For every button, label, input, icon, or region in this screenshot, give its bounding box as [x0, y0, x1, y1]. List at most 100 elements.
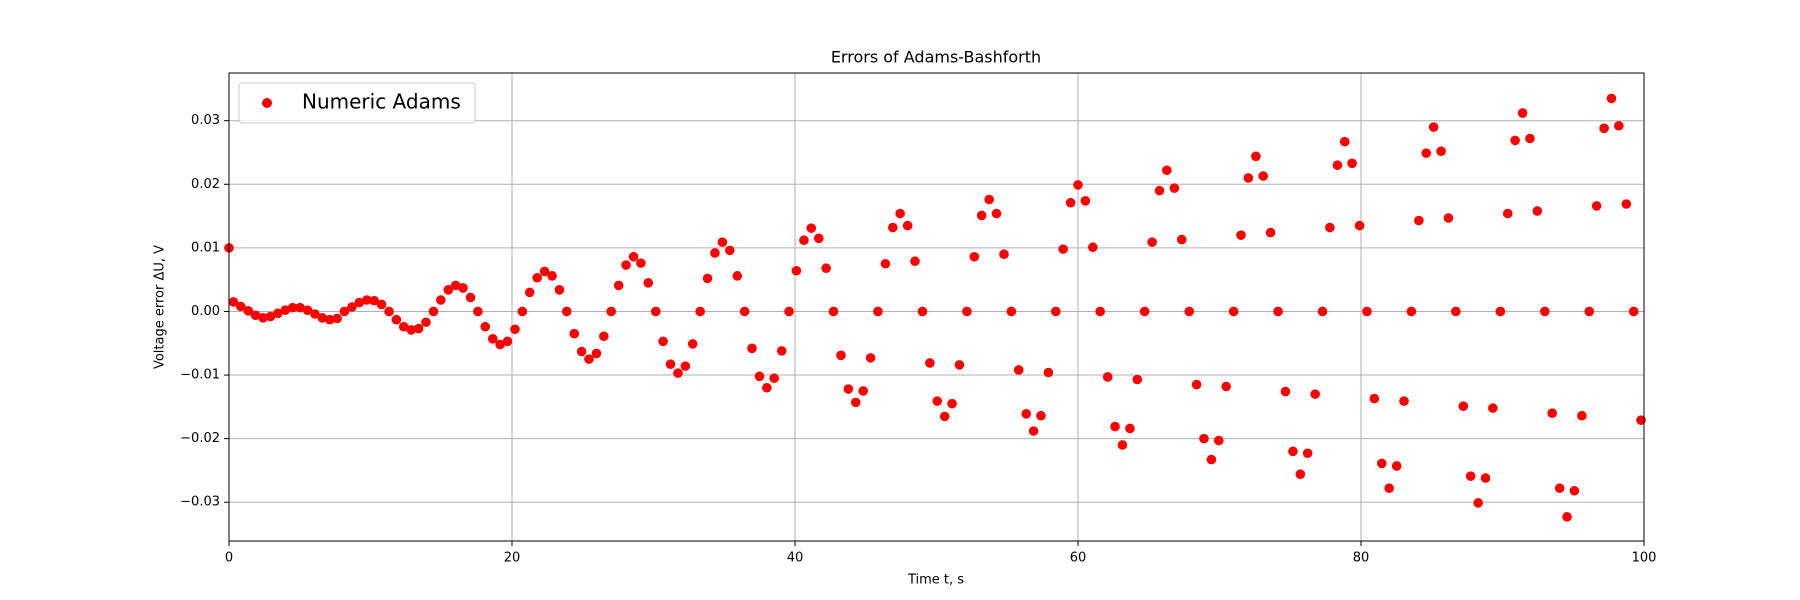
data-point — [561, 306, 572, 317]
data-point — [1191, 379, 1202, 390]
data-point — [1280, 386, 1291, 397]
data-point — [606, 306, 616, 317]
data-point — [591, 348, 602, 359]
data-point — [680, 361, 691, 371]
data-point — [1451, 306, 1461, 317]
data-point — [436, 295, 446, 305]
data-point — [480, 321, 491, 332]
data-point — [658, 336, 668, 347]
data-point — [1421, 148, 1432, 158]
data-point — [836, 350, 846, 361]
data-point — [1347, 158, 1357, 169]
y-tick-label: 0.03 — [191, 113, 220, 128]
data-point — [813, 233, 824, 244]
data-points — [224, 93, 1646, 522]
data-point — [465, 292, 476, 303]
legend-label: Numeric Adams — [302, 90, 461, 114]
data-point — [695, 306, 705, 317]
data-point — [280, 305, 291, 315]
y-tick-label: 0.00 — [191, 304, 220, 319]
data-point — [1562, 512, 1572, 522]
data-point — [1028, 426, 1039, 436]
data-point — [428, 306, 439, 317]
data-point — [354, 297, 365, 308]
data-point — [1013, 365, 1024, 375]
data-point — [1480, 473, 1491, 483]
data-point — [1288, 446, 1298, 457]
data-point — [887, 222, 898, 233]
data-point — [687, 339, 698, 349]
data-point — [391, 314, 402, 325]
chart-title: Errors of Adams-Bashforth — [831, 48, 1041, 67]
data-point — [999, 249, 1009, 260]
data-point — [858, 386, 869, 396]
data-point — [1095, 306, 1106, 317]
data-point — [1102, 372, 1113, 382]
data-point — [702, 273, 713, 284]
data-point — [991, 208, 1002, 219]
data-point — [984, 194, 994, 205]
x-tick-label: 40 — [787, 551, 804, 566]
data-point — [576, 346, 587, 357]
data-point — [369, 295, 379, 306]
data-point — [939, 411, 950, 422]
data-point — [554, 285, 565, 295]
data-point — [1517, 108, 1528, 118]
data-point — [599, 331, 609, 342]
data-point — [584, 354, 594, 364]
data-point — [473, 306, 483, 317]
data-point — [754, 371, 765, 382]
data-point — [1362, 306, 1372, 317]
data-point — [806, 223, 817, 233]
data-point — [895, 208, 905, 219]
data-point — [1236, 230, 1246, 240]
data-point — [1443, 213, 1454, 223]
data-point — [1377, 458, 1387, 469]
data-point — [917, 306, 928, 317]
data-point — [1621, 199, 1632, 209]
data-point — [317, 313, 328, 323]
data-point — [954, 360, 965, 370]
data-point — [1606, 93, 1617, 104]
data-point — [947, 398, 957, 409]
data-point — [1502, 208, 1513, 219]
data-point — [532, 272, 542, 283]
data-point — [665, 359, 676, 370]
data-point — [902, 220, 913, 231]
data-point — [1036, 410, 1046, 421]
data-point — [539, 266, 550, 277]
data-point — [1199, 433, 1209, 444]
data-point — [258, 313, 268, 323]
data-point — [1332, 160, 1343, 171]
data-point — [1569, 485, 1580, 496]
data-point — [636, 258, 646, 268]
data-point — [1258, 171, 1269, 181]
data-point — [1184, 306, 1195, 317]
data-point — [458, 283, 468, 293]
data-point — [873, 306, 883, 317]
data-point — [235, 301, 246, 312]
data-point — [287, 302, 298, 313]
data-point — [1139, 306, 1150, 317]
data-point — [1154, 185, 1165, 196]
data-point — [1406, 306, 1417, 317]
data-point — [443, 285, 454, 295]
data-point — [1251, 151, 1261, 162]
data-point — [1169, 183, 1180, 193]
data-point — [495, 339, 505, 350]
data-point — [850, 397, 861, 408]
data-point — [762, 382, 772, 393]
data-point — [339, 306, 350, 317]
data-point — [569, 328, 580, 339]
data-point — [1495, 306, 1506, 317]
data-point — [1228, 306, 1239, 317]
data-point — [932, 396, 943, 406]
data-point — [347, 302, 357, 312]
data-point — [769, 373, 779, 384]
data-point — [650, 306, 661, 317]
data-point — [1302, 448, 1313, 459]
data-point — [1058, 244, 1068, 254]
data-point — [1006, 306, 1017, 317]
x-tick-label: 0 — [225, 551, 233, 566]
